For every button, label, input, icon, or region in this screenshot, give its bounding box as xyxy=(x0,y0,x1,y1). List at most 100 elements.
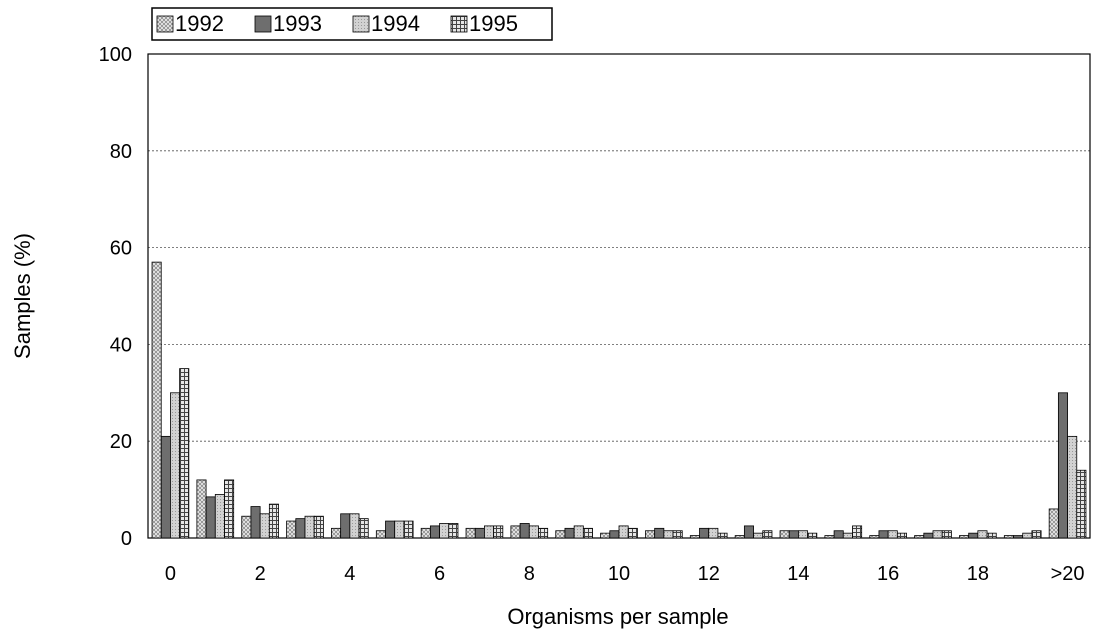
legend-swatch-1994 xyxy=(352,15,370,33)
bar-1993-18 xyxy=(968,532,979,539)
bar-1993-3 xyxy=(295,518,306,539)
bar-1994-7 xyxy=(484,525,495,539)
bar-1995-7 xyxy=(493,525,504,539)
bar-1993-2 xyxy=(250,506,261,539)
x-tick-label: 4 xyxy=(344,563,355,585)
bar-1994-9 xyxy=(573,525,584,539)
bars xyxy=(151,261,1087,539)
y-tick-label: 100 xyxy=(99,44,132,66)
bar-1993-13 xyxy=(743,525,754,539)
bar-1994-11 xyxy=(663,530,674,539)
y-tick-label: 0 xyxy=(121,528,132,550)
bar-1994-6 xyxy=(439,523,450,539)
bar-1995-8 xyxy=(538,527,549,539)
bar-1992-2 xyxy=(241,515,252,539)
legend-label-1992: 1992 xyxy=(175,11,224,36)
x-tick-label: 8 xyxy=(524,563,535,585)
x-tick-label: 18 xyxy=(967,563,989,585)
bar-1992-12 xyxy=(689,535,700,539)
bar-1992-17 xyxy=(914,535,925,539)
bar-1992-19 xyxy=(1003,535,1014,539)
bar-1995-15 xyxy=(852,525,863,539)
y-tick-label: 60 xyxy=(110,238,132,260)
bar-1992-11 xyxy=(645,530,656,539)
bar-1995-14 xyxy=(807,532,818,539)
y-axis-title: Samples (%) xyxy=(10,233,35,359)
x-tick-label: 12 xyxy=(698,563,720,585)
bar-1992-6 xyxy=(420,527,431,539)
bar-1995-6 xyxy=(448,523,459,539)
bar-1992-20 xyxy=(1048,508,1059,539)
bar-1995-18 xyxy=(986,532,997,539)
x-tick-label: 10 xyxy=(608,563,630,585)
bar-1994-2 xyxy=(259,513,270,539)
y-tick-label: 20 xyxy=(110,431,132,453)
bar-1994-16 xyxy=(887,530,898,539)
bar-1992-3 xyxy=(286,520,297,539)
bar-1993-10 xyxy=(609,530,620,539)
bar-1992-9 xyxy=(555,530,566,539)
legend-label-1994: 1994 xyxy=(371,11,420,36)
bar-1992-10 xyxy=(600,532,611,539)
bar-1992-5 xyxy=(375,530,386,539)
bar-1994-19 xyxy=(1022,532,1033,539)
bar-1994-3 xyxy=(304,515,315,539)
bar-1993-4 xyxy=(340,513,351,539)
bar-1993-7 xyxy=(474,527,485,539)
bar-1994-17 xyxy=(932,530,943,539)
bar-1993-6 xyxy=(429,525,440,539)
legend-swatch-1995 xyxy=(450,15,468,33)
bar-1995-12 xyxy=(717,532,728,539)
bar-1995-9 xyxy=(582,527,593,539)
y-axis: 0 20 40 60 80 100 xyxy=(99,44,132,550)
x-tick-label: 2 xyxy=(255,563,266,585)
bar-1994-10 xyxy=(618,525,629,539)
legend-swatch-1993 xyxy=(254,15,272,33)
bar-1995-0 xyxy=(179,368,190,539)
x-tick-label: 6 xyxy=(434,563,445,585)
bar-1995-17 xyxy=(941,530,952,539)
x-tick-label: 14 xyxy=(787,563,809,585)
bar-1992-8 xyxy=(510,525,521,539)
bar-1992-7 xyxy=(465,527,476,539)
bar-1994-20 xyxy=(1067,435,1078,539)
bar-1994-4 xyxy=(349,513,360,539)
legend-label-1993: 1993 xyxy=(273,11,322,36)
bar-1992-1 xyxy=(196,479,207,539)
bar-1995-4 xyxy=(358,518,369,539)
bar-1995-1 xyxy=(224,479,235,539)
bar-1994-13 xyxy=(753,532,764,539)
bar-1993-20 xyxy=(1057,392,1068,539)
y-tick-label: 40 xyxy=(110,334,132,356)
bar-1994-12 xyxy=(708,527,719,539)
bar-1994-5 xyxy=(394,520,405,539)
bar-1992-13 xyxy=(734,535,745,539)
bar-1995-5 xyxy=(403,520,414,539)
bar-1993-17 xyxy=(923,532,934,539)
bar-1993-0 xyxy=(160,435,171,539)
legend-frame xyxy=(151,7,553,41)
y-tick-label: 80 xyxy=(110,141,132,163)
bar-1992-0 xyxy=(151,261,162,539)
bar-1995-13 xyxy=(762,530,773,539)
bar-1992-14 xyxy=(779,530,790,539)
bar-1994-15 xyxy=(842,532,853,539)
legend: 1992 1993 1994 1995 xyxy=(151,7,553,41)
x-tick-label: >20 xyxy=(1051,563,1085,585)
bar-1994-18 xyxy=(977,530,988,539)
bar-1995-20 xyxy=(1076,469,1087,539)
bar-1993-16 xyxy=(878,530,889,539)
bar-1993-19 xyxy=(1013,535,1024,539)
bar-1993-12 xyxy=(699,527,710,539)
bar-1994-8 xyxy=(528,525,539,539)
x-axis: 0 2 4 6 8 10 12 14 16 18 >20 xyxy=(165,563,1085,585)
bar-1993-8 xyxy=(519,523,530,539)
bar-1992-16 xyxy=(869,535,880,539)
legend-label-1995: 1995 xyxy=(469,11,518,36)
bar-1993-9 xyxy=(564,527,575,539)
bar-1995-2 xyxy=(268,503,279,539)
bar-1995-16 xyxy=(896,532,907,539)
bar-1994-14 xyxy=(798,530,809,539)
x-tick-label: 16 xyxy=(877,563,899,585)
